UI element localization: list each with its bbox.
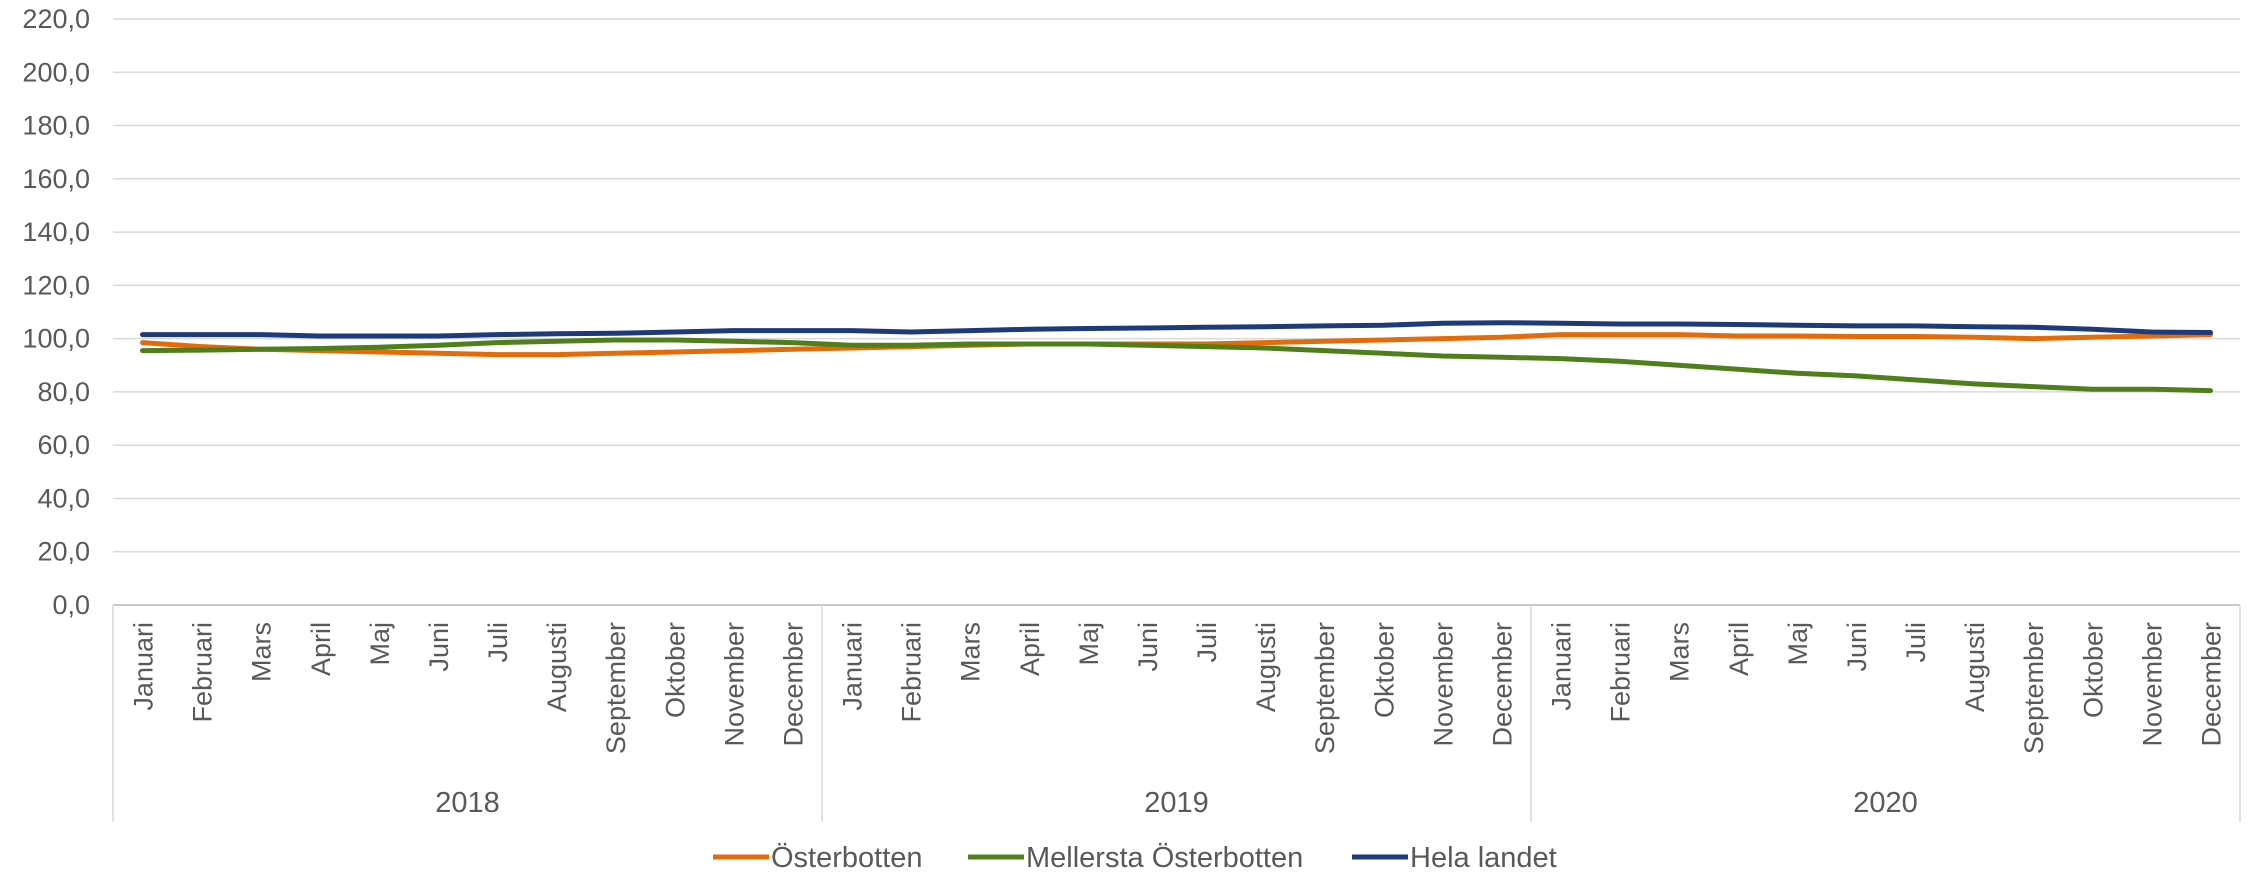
x-tick-label: Juli <box>1901 622 1931 663</box>
x-tick-label: Februari <box>188 622 218 723</box>
x-axis: Januari Februari Mars April Maj Juni Juli Augus… <box>112 604 2241 822</box>
x-tick-label: Augusti <box>1251 622 1281 712</box>
x-tick-label: September <box>601 622 631 754</box>
y-tick-label: 180,0 <box>22 111 90 141</box>
x-tick-label: Juli <box>483 622 513 663</box>
year-label: 2018 <box>435 787 500 819</box>
x-tick-label: November <box>1428 622 1458 747</box>
x-tick-label: Februari <box>897 622 927 723</box>
x-tick-label: Mars <box>247 622 277 682</box>
y-tick-label: 140,0 <box>22 217 90 247</box>
x-tick-label: April <box>1015 622 1045 676</box>
x-tick-label: Augusti <box>542 622 572 712</box>
x-tick-label: Juni <box>1842 622 1872 672</box>
y-tick-label: 120,0 <box>22 270 90 300</box>
y-tick-label: 80,0 <box>37 377 90 407</box>
gridlines <box>113 18 2240 606</box>
x-tick-label: Januari <box>838 622 868 711</box>
x-tick-label: Januari <box>1547 622 1577 711</box>
series-lines <box>140 320 2213 394</box>
y-tick-label: 100,0 <box>22 324 90 354</box>
x-tick-label: December <box>1487 622 1517 747</box>
series-line <box>140 320 2213 339</box>
x-tick-label: Juni <box>424 622 454 672</box>
x-tick-label: Oktober <box>2078 622 2108 718</box>
year-label: 2020 <box>1853 787 1918 819</box>
y-tick-label: 200,0 <box>22 57 90 87</box>
x-tick-label: Oktober <box>660 622 690 718</box>
x-tick-label: Maj <box>1074 622 1104 666</box>
x-tick-label: Augusti <box>1960 622 1990 712</box>
legend-label: Österbotten <box>771 842 923 872</box>
x-tick-label: Mars <box>956 622 986 682</box>
series-line <box>140 337 2213 394</box>
y-tick-label: 0,0 <box>52 590 90 620</box>
x-tick-label: April <box>306 622 336 676</box>
x-tick-label: Maj <box>1783 622 1813 666</box>
legend-label: Mellersta Österbotten <box>1026 842 1303 872</box>
x-tick-label: Oktober <box>1369 622 1399 718</box>
y-tick-label: 60,0 <box>37 430 90 460</box>
year-label: 2019 <box>1144 787 1209 819</box>
x-tick-label: Juni <box>1133 622 1163 672</box>
y-tick-label: 40,0 <box>37 483 90 513</box>
x-tick-label: September <box>1310 622 1340 754</box>
y-tick-label: 20,0 <box>37 537 90 567</box>
x-tick-label: Januari <box>129 622 159 711</box>
x-tick-label: November <box>2137 622 2167 747</box>
x-tick-label: Juli <box>1192 622 1222 663</box>
x-tick-label: December <box>2196 622 2226 747</box>
x-tick-label: Februari <box>1606 622 1636 723</box>
x-tick-label: December <box>778 622 808 747</box>
x-tick-label: September <box>2019 622 2049 754</box>
y-tick-label: 220,0 <box>22 4 90 34</box>
legend-label: Hela landet <box>1410 842 1557 872</box>
legend: Österbotten Mellersta Österbotten Hela lan… <box>713 842 1557 872</box>
x-tick-label: Maj <box>365 622 395 666</box>
x-tick-label: November <box>719 622 749 747</box>
y-axis: 0,0 20,0 40,0 60,0 80,0 100,0 120,0 140,0 160,0 1… <box>22 4 90 620</box>
x-tick-label: Mars <box>1665 622 1695 682</box>
y-tick-label: 160,0 <box>22 164 90 194</box>
x-tick-label: April <box>1724 622 1754 676</box>
